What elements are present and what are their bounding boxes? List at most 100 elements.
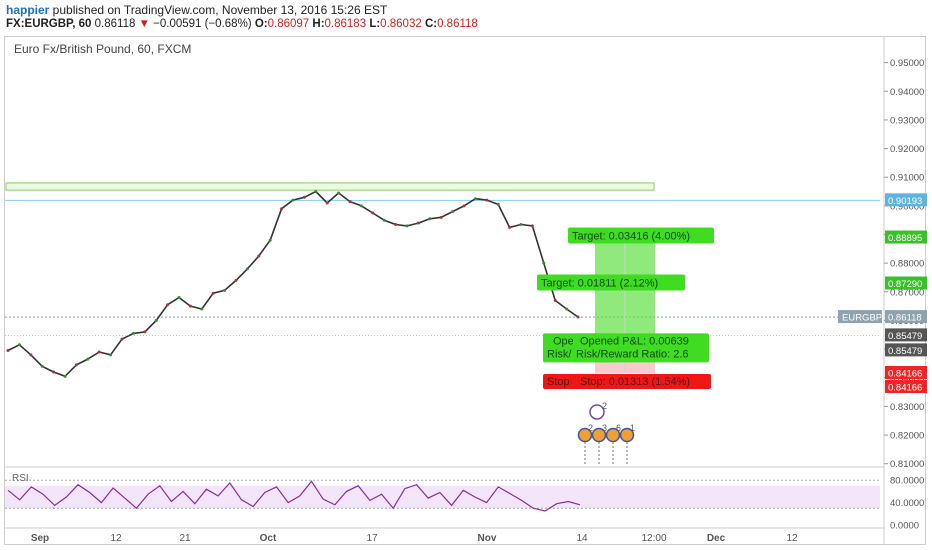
time-tick-label: 12 (786, 533, 798, 544)
price-point (109, 353, 113, 357)
rsi-tick-label: 80.0000 (890, 476, 924, 487)
price-point (371, 211, 375, 215)
time-tick-label: 14 (576, 533, 588, 544)
axis-price-label: 0.85479 (888, 346, 922, 357)
rsi-label: RSI (12, 473, 29, 484)
event-count: 6 (616, 423, 621, 433)
price-point (234, 278, 238, 282)
target-near-label-box (537, 274, 685, 291)
price-point (120, 337, 124, 341)
price-point (439, 215, 443, 219)
axis-price-label-box (885, 193, 927, 207)
price-point (405, 224, 409, 228)
price-change: −0.00591 (−0.68%) (153, 18, 252, 30)
axis-price-label-box (885, 276, 927, 290)
low-label: L: (369, 18, 381, 30)
price-point (143, 330, 147, 334)
price-point (565, 307, 569, 311)
axis-price-label-box (885, 230, 927, 244)
stop-box (543, 374, 711, 390)
price-tick-label: 0.82000 (890, 431, 924, 442)
rsi-band (5, 485, 880, 509)
price-point (451, 210, 455, 214)
symbol-tag: EURGBP (842, 313, 882, 324)
price-point (394, 222, 398, 226)
symbol-tag-box (838, 310, 882, 324)
event-icon (605, 427, 621, 443)
price-tick-label: 0.90000 (890, 201, 924, 212)
axis-price-label-box (885, 343, 927, 357)
pnl-back-label: Ope (553, 335, 574, 347)
price-point (63, 374, 67, 378)
price-point (576, 315, 580, 319)
symbol-name: FX:EURGBP, 60 (6, 18, 92, 30)
price-point (359, 204, 363, 208)
last-price: 0.86118 (94, 18, 136, 30)
chart-title: Euro Fx/British Pound, 60, FXCM (14, 42, 191, 56)
time-tick-label: Nov (478, 533, 497, 544)
open-label: O: (254, 18, 268, 30)
price-point (473, 197, 477, 201)
author-link[interactable]: happier (6, 3, 50, 17)
event-icon (577, 427, 593, 443)
axis-price-label: 0.87290 (888, 279, 922, 290)
price-point (29, 353, 33, 357)
axis-price-label: 0.86118 (888, 313, 922, 324)
price-point (519, 222, 523, 226)
chart-frame (4, 36, 926, 545)
low-value: 0.86032 (380, 18, 422, 30)
axis-price-label-box (885, 328, 927, 342)
price-point (74, 363, 78, 367)
price-point (223, 288, 227, 292)
pnl-box (573, 333, 709, 363)
price-point (86, 357, 90, 361)
rsi-line (7, 480, 581, 512)
close-label: C: (424, 18, 438, 30)
risk-back-label: Risk/ (547, 348, 572, 360)
price-point (17, 343, 21, 347)
axis-price-label: 0.90193 (888, 196, 922, 207)
event-count: 3 (602, 423, 607, 433)
price-point (211, 291, 215, 295)
published-line: happier published on TradingView.com, No… (6, 3, 387, 17)
axis-price-label: 0.88895 (888, 233, 922, 244)
price-point (200, 307, 204, 311)
price-point (6, 349, 10, 353)
price-tick-label: 0.81000 (890, 459, 924, 470)
rsi-tick-label: 0.0000 (890, 521, 919, 532)
pnl-label: Opened P&L: 0.00639 (580, 335, 689, 347)
price-point (154, 318, 158, 322)
target-near-label: Target: 0.01811 (2.12%) (541, 278, 658, 290)
price-point (485, 198, 489, 202)
target-far-label: Target: 0.03416 (4.00%) (572, 231, 690, 243)
price-point (291, 198, 295, 202)
rsi-tick-label: 40.0000 (890, 498, 924, 509)
price-point (542, 261, 546, 265)
time-tick-label: 12:00 (641, 533, 666, 544)
event-count: 1 (630, 423, 635, 433)
price-point (428, 217, 432, 221)
time-tick-label: 17 (366, 533, 378, 544)
event-icon (589, 404, 605, 420)
price-point (530, 224, 534, 228)
published-text: published on TradingView.com, November 1… (49, 3, 388, 17)
axis-price-label: 0.84166 (888, 383, 922, 394)
price-point (166, 303, 170, 307)
stop-back-label: Stop (547, 376, 570, 388)
resistance-zone (5, 182, 655, 191)
time-tick-label: 12 (110, 533, 122, 544)
price-point (325, 201, 329, 205)
price-series-line (7, 190, 579, 378)
change-arrow-icon: ▼ (138, 18, 150, 30)
price-point (553, 298, 557, 302)
header-bar: happier published on TradingView.com, No… (0, 0, 932, 34)
price-tick-label: 0.91000 (890, 173, 924, 184)
price-tick-label: 0.95000 (890, 58, 924, 69)
price-point (314, 190, 318, 194)
price-point (302, 195, 306, 199)
close-value: 0.86118 (437, 18, 478, 30)
axis-price-label-box (885, 366, 927, 380)
price-tick-label: 0.88000 (890, 259, 924, 270)
axis-price-label-box (885, 310, 927, 324)
